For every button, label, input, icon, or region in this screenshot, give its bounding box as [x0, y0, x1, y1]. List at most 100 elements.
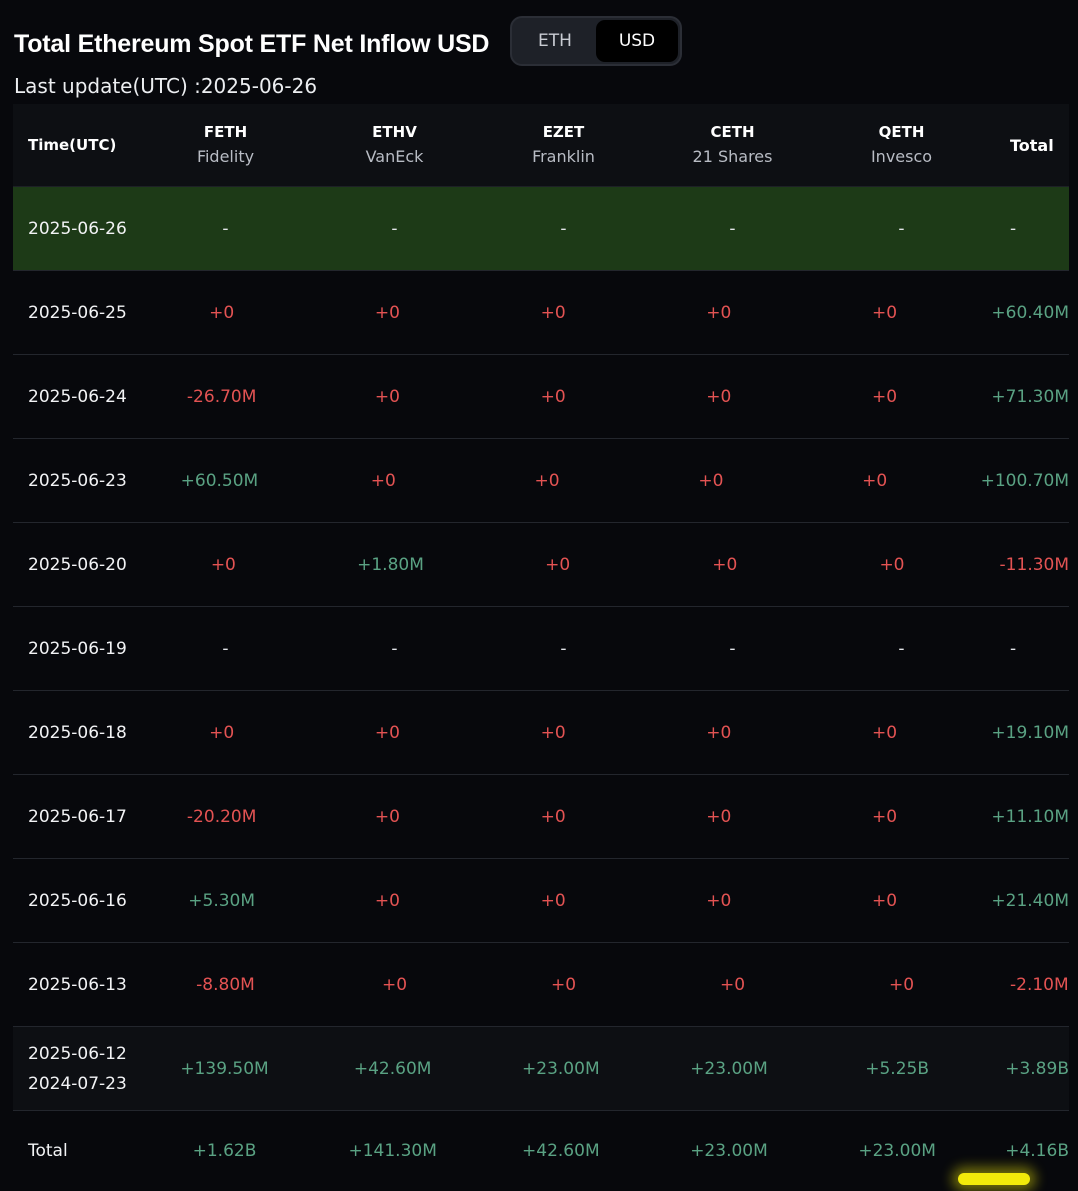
- flow-value: +0: [706, 386, 732, 407]
- row-total: +19.10M: [991, 722, 1069, 743]
- flow-value: +0: [374, 386, 400, 407]
- flow-value: +0: [209, 722, 235, 743]
- fund-ticker: EZET: [542, 123, 585, 141]
- unit-toggle[interactable]: ETH USD: [510, 16, 682, 66]
- header-ceth[interactable]: CETH 21 Shares: [648, 120, 817, 170]
- flow-value: +0: [706, 890, 732, 911]
- flow-value: +0: [706, 806, 732, 827]
- grand-total-value: +4.16B: [1005, 1141, 1069, 1161]
- flow-value: -: [391, 638, 398, 659]
- header: Total Ethereum Spot ETF Net Inflow USD E…: [14, 16, 1074, 102]
- table-row[interactable]: 2025-06-25 +0 +0 +0 +0 +0 +60.40M: [13, 271, 1069, 355]
- flow-value: +0: [706, 722, 732, 743]
- flow-value: +141.30M: [348, 1141, 437, 1161]
- row-total: -: [1010, 638, 1017, 659]
- flow-value: +0: [872, 302, 898, 323]
- table-row[interactable]: 2025-06-23 +60.50M +0 +0 +0 +0 +100.70M: [13, 439, 1069, 523]
- fund-ticker: ETHV: [372, 123, 417, 141]
- flow-value: +0: [872, 722, 898, 743]
- table-row[interactable]: 2025-06-16 +5.30M +0 +0 +0 +0 +21.40M: [13, 859, 1069, 943]
- fund-issuer: Fidelity: [196, 147, 255, 166]
- flow-value: -20.20M: [186, 806, 257, 827]
- flow-value: -: [898, 218, 905, 239]
- page-title: Total Ethereum Spot ETF Net Inflow USD: [14, 30, 490, 58]
- table-row-range[interactable]: 2025-06-12 2024-07-23 +139.50M +42.60M +…: [13, 1027, 1069, 1111]
- row-total: +11.10M: [991, 806, 1069, 827]
- flow-value: +0: [540, 890, 566, 911]
- table-row[interactable]: 2025-06-18 +0 +0 +0 +0 +0 +19.10M: [13, 691, 1069, 775]
- row-total: +21.40M: [991, 890, 1069, 911]
- row-total: +3.89B: [1005, 1058, 1069, 1079]
- flow-value: +0: [550, 974, 577, 995]
- flow-value: +0: [534, 470, 560, 491]
- row-date: 2025-06-13: [28, 974, 127, 995]
- table-row[interactable]: 2025-06-20 +0 +1.80M +0 +0 +0 -11.30M: [13, 523, 1069, 607]
- header-ethv[interactable]: ETHV VanEck: [310, 120, 479, 170]
- flow-value: -: [729, 218, 736, 239]
- flow-value: -26.70M: [186, 386, 257, 407]
- flow-value: +0: [872, 806, 898, 827]
- flow-value: +0: [374, 806, 400, 827]
- toggle-usd[interactable]: USD: [596, 20, 678, 62]
- grand-total-cell: +4.16B: [981, 1141, 1069, 1161]
- range-end-date: 2024-07-23: [28, 1073, 127, 1094]
- table-row[interactable]: 2025-06-26 - - - - - -: [13, 187, 1069, 271]
- header-ezet[interactable]: EZET Franklin: [479, 120, 648, 170]
- row-date: 2025-06-24: [28, 386, 127, 407]
- row-date: 2025-06-19: [28, 638, 127, 659]
- flow-value: -: [560, 218, 567, 239]
- flow-value: +42.60M: [522, 1141, 600, 1161]
- row-date: 2025-06-23: [28, 470, 127, 491]
- fund-ticker: FETH: [203, 123, 248, 141]
- row-date: 2025-06-17: [28, 806, 127, 827]
- table-row[interactable]: 2025-06-24 -26.70M +0 +0 +0 +0 +71.30M: [13, 355, 1069, 439]
- header-total: Total: [1010, 135, 1054, 155]
- flow-value: +0: [540, 302, 566, 323]
- flow-value: +0: [540, 722, 566, 743]
- flow-value: +0: [210, 554, 236, 575]
- row-total: +60.40M: [991, 302, 1069, 323]
- fund-issuer: VanEck: [365, 147, 424, 166]
- flow-value: -8.80M: [196, 974, 255, 995]
- fund-ticker: CETH: [710, 123, 755, 141]
- flow-value: +23.00M: [690, 1058, 768, 1079]
- row-date: 2025-06-20: [28, 554, 127, 575]
- flow-value: +0: [381, 974, 408, 995]
- row-date: 2025-06-25: [28, 302, 127, 323]
- flow-value: +1.62B: [192, 1141, 257, 1161]
- flow-value: -: [222, 638, 229, 659]
- range-start-date: 2025-06-12: [28, 1043, 127, 1064]
- highlight-marker: [958, 1173, 1030, 1185]
- flow-value: +0: [545, 554, 571, 575]
- flow-value: +0: [374, 890, 400, 911]
- fund-issuer: Invesco: [870, 147, 933, 166]
- flow-value: -: [729, 638, 736, 659]
- row-date: 2025-06-26: [28, 218, 127, 239]
- flow-value: +139.50M: [180, 1058, 269, 1079]
- fund-issuer: Franklin: [532, 147, 595, 166]
- flow-value: +0: [374, 722, 400, 743]
- flow-value: +0: [370, 470, 396, 491]
- flow-value: +0: [540, 386, 566, 407]
- flow-value: +23.00M: [690, 1141, 768, 1161]
- flow-value: +0: [872, 386, 898, 407]
- flow-value: +1.80M: [357, 554, 424, 575]
- table-row[interactable]: 2025-06-13 -8.80M +0 +0 +0 +0 -2.10M: [13, 943, 1069, 1027]
- row-total: -2.10M: [1010, 974, 1069, 995]
- row-total: -: [1010, 218, 1017, 239]
- table-row[interactable]: 2025-06-19 - - - - - -: [13, 607, 1069, 691]
- header-feth[interactable]: FETH Fidelity: [141, 120, 310, 170]
- table-row[interactable]: 2025-06-17 -20.20M +0 +0 +0 +0 +11.10M: [13, 775, 1069, 859]
- flow-value: +0: [698, 470, 724, 491]
- flow-value: +0: [879, 554, 905, 575]
- flow-value: +5.25B: [865, 1058, 930, 1079]
- total-label: Total: [28, 1141, 68, 1161]
- table-row-total[interactable]: Total +1.62B +141.30M +42.60M +23.00M +2…: [13, 1111, 1069, 1191]
- flow-value: +0: [862, 470, 888, 491]
- header-qeth[interactable]: QETH Invesco: [817, 120, 986, 170]
- flow-value: +0: [719, 974, 746, 995]
- table-header: Time(UTC) FETH Fidelity ETHV VanEck EZET…: [13, 104, 1069, 187]
- toggle-eth[interactable]: ETH: [538, 31, 572, 51]
- flow-value: +0: [872, 890, 898, 911]
- row-total: +71.30M: [991, 386, 1069, 407]
